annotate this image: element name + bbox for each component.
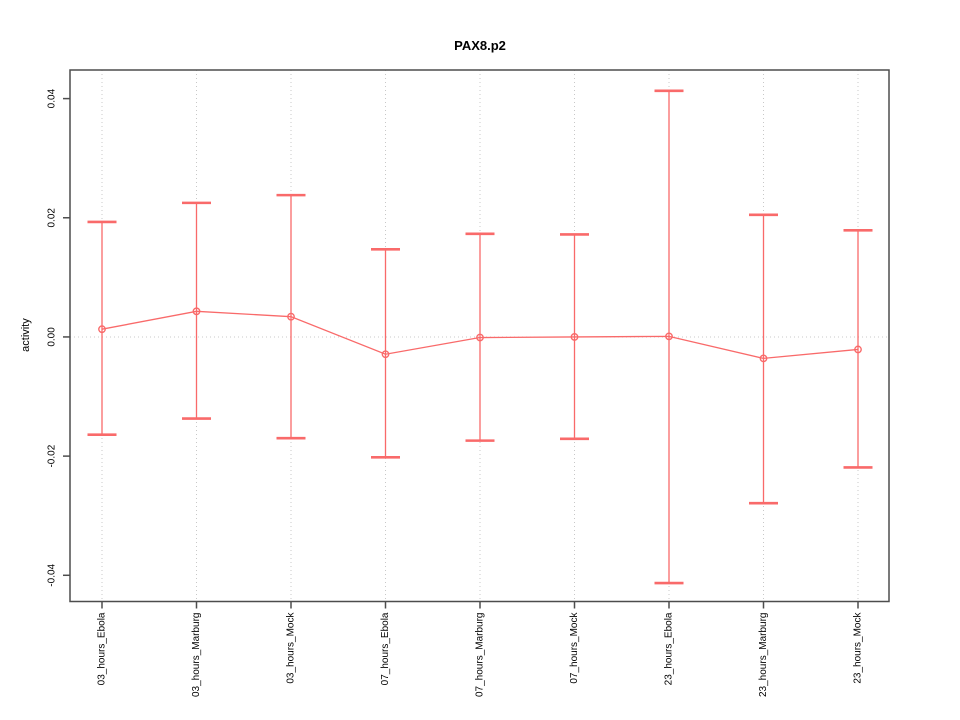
x-tick-label: 07_hours_Ebola <box>380 612 391 685</box>
y-tick-label: -0.02 <box>47 444 58 467</box>
data-point <box>854 345 862 354</box>
y-tick-label: 0.00 <box>47 327 58 347</box>
x-tick-label: 23_hours_Mock <box>853 612 864 684</box>
data-point <box>476 333 484 342</box>
data-point <box>665 332 673 341</box>
data-point <box>98 325 106 334</box>
mean-line <box>101 310 859 360</box>
x-tick-label: 07_hours_Mock <box>569 612 580 684</box>
x-tick-label: 03_hours_Marburg <box>191 613 202 698</box>
data-point <box>759 354 768 363</box>
data-point <box>381 350 390 359</box>
x-tick-label: 03_hours_Mock <box>286 612 297 684</box>
y-tick-label: -0.04 <box>47 563 58 586</box>
data-point <box>570 333 579 341</box>
x-tick-label: 23_hours_Marburg <box>758 613 769 698</box>
y-tick-label: 0.04 <box>47 88 58 108</box>
data-point <box>192 307 201 316</box>
chart-title: PAX8.p2 <box>454 38 506 53</box>
y-tick-label: 0.02 <box>47 208 58 228</box>
x-tick-label: 07_hours_Marburg <box>475 613 486 698</box>
x-tick-label: 23_hours_Ebola <box>664 612 675 685</box>
x-tick-label: 03_hours_Ebola <box>97 612 108 685</box>
data-point <box>287 312 295 321</box>
